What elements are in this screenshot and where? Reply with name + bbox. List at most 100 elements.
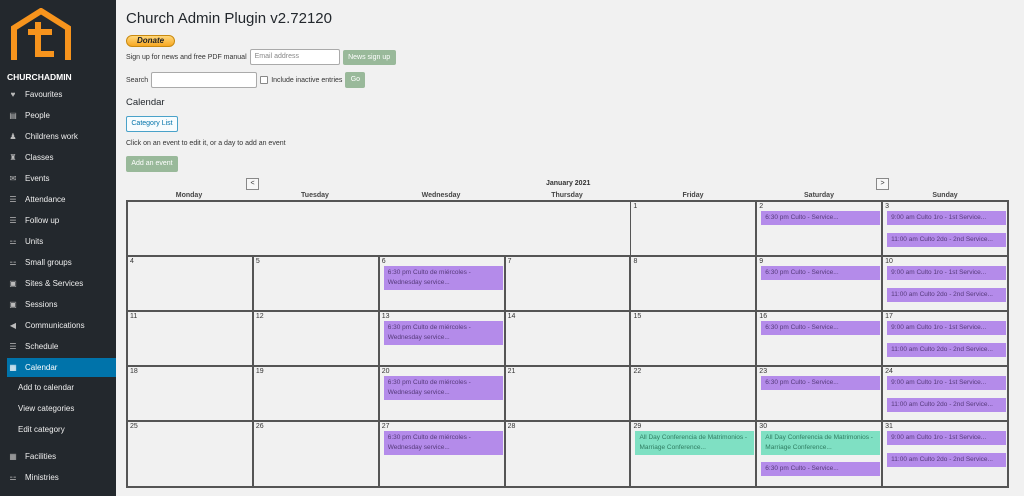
sidebar-item-favourites[interactable]: ♥ Favourites bbox=[0, 85, 116, 104]
calendar-day[interactable]: 17 9:00 am Culto 1ro - 1st Service... 11:0… bbox=[882, 311, 1009, 366]
calendar-day[interactable]: 2 6:30 pm Culto - Service... bbox=[756, 201, 883, 256]
calendar-day[interactable]: 20 6:30 pm Culto de miércoles - Wednesday… bbox=[378, 366, 505, 421]
search-input[interactable] bbox=[151, 72, 258, 88]
calendar-day[interactable]: 9 6:30 pm Culto - Service... bbox=[756, 256, 883, 311]
sidebar-item-sessions[interactable]: ▣ Sessions bbox=[0, 295, 116, 314]
calendar-event[interactable]: 6:30 pm Culto - Service... bbox=[761, 266, 881, 280]
next-month-button[interactable]: > bbox=[876, 178, 889, 190]
calendar-day[interactable]: 5 bbox=[252, 256, 379, 311]
day-number: 28 bbox=[507, 423, 516, 430]
calendar-day[interactable]: 10 9:00 am Culto 1ro - 1st Service... 11:0… bbox=[882, 256, 1009, 311]
sidebar-item-people[interactable]: ▤ People bbox=[0, 106, 116, 125]
calendar-day[interactable]: 15 bbox=[630, 311, 757, 366]
calendar-day[interactable]: 12 bbox=[252, 311, 379, 366]
calendar-event[interactable]: 11:00 am Culto 2do - 2nd Service... bbox=[887, 233, 1007, 247]
sidebar-item-label: Ministries bbox=[25, 473, 59, 482]
calendar-day[interactable]: 21 bbox=[504, 366, 631, 421]
calendar-day[interactable]: 14 bbox=[504, 311, 631, 366]
include-inactive-checkbox[interactable] bbox=[260, 76, 269, 84]
calendar-day[interactable]: 6 6:30 pm Culto de miércoles - Wednesday … bbox=[378, 256, 505, 311]
sidebar-item-label: Childrens work bbox=[25, 132, 78, 141]
calendar-event[interactable]: 6:30 pm Culto - Service... bbox=[761, 211, 881, 225]
calendar-event[interactable]: 9:00 am Culto 1ro - 1st Service... bbox=[887, 266, 1007, 280]
calendar-week: 1 2 6:30 pm Culto - Service... 3 9:00 am Cul… bbox=[127, 201, 1008, 256]
calendar-day[interactable]: 27 6:30 pm Culto de miércoles - Wednesday… bbox=[378, 421, 505, 487]
calendar-day[interactable]: 11 bbox=[127, 311, 253, 366]
calendar-event[interactable]: 9:00 am Culto 1ro - 1st Service... bbox=[887, 321, 1007, 335]
sidebar-item-events[interactable]: ✉ Events bbox=[0, 169, 116, 188]
calendar-day[interactable]: 30 All Day Conferencia de Matrimonios - M… bbox=[756, 421, 883, 487]
sidebar-item-label: Communications bbox=[25, 321, 85, 330]
list-icon: ☰ bbox=[9, 216, 17, 225]
day-number: 17 bbox=[885, 313, 893, 320]
sidebar-item-label: Calendar bbox=[25, 363, 58, 372]
sidebar-item-units[interactable]: ⚍ Units bbox=[0, 232, 116, 251]
day-header: Tuesday bbox=[301, 192, 329, 199]
calendar-day[interactable]: 19 bbox=[252, 366, 379, 421]
submenu-item[interactable]: View categories bbox=[18, 404, 75, 413]
sidebar-item-calendar[interactable]: ▦ Calendar bbox=[7, 358, 116, 377]
calendar-day[interactable]: 4 bbox=[127, 256, 253, 311]
sidebar-item-ministries[interactable]: ⚍ Ministries bbox=[0, 468, 116, 487]
calendar-day[interactable]: 25 bbox=[127, 421, 253, 487]
calendar-day[interactable]: 1 bbox=[630, 201, 757, 256]
submenu-item[interactable]: Edit category bbox=[18, 425, 65, 434]
sidebar-item-attendance[interactable]: ☰ Attendance bbox=[0, 190, 116, 209]
day-number: 12 bbox=[255, 313, 264, 320]
calendar-day[interactable]: 28 bbox=[504, 421, 631, 487]
sidebar-item-label: Schedule bbox=[25, 342, 59, 351]
calendar-event[interactable]: All Day Conferencia de Matrimonios - Mar… bbox=[635, 431, 755, 455]
calendar-event[interactable]: 11:00 am Culto 2do - 2nd Service... bbox=[887, 398, 1007, 412]
calendar-day[interactable]: 23 6:30 pm Culto - Service... bbox=[756, 366, 883, 421]
calendar-event[interactable]: All Day Conferencia de Matrimonios - Mar… bbox=[761, 431, 881, 455]
calendar-day[interactable]: 29 All Day Conferencia de Matrimonios - M… bbox=[630, 421, 757, 487]
news-signup-button[interactable]: News sign up bbox=[342, 49, 396, 65]
calendar-day[interactable]: 7 bbox=[504, 256, 631, 311]
category-list-button[interactable]: Category List bbox=[126, 116, 178, 132]
calendar-event[interactable]: 6:30 pm Culto de miércoles - Wednesday s… bbox=[383, 431, 503, 455]
calendar-day[interactable]: 22 bbox=[630, 366, 757, 421]
calendar-event[interactable]: 6:30 pm Culto - Service... bbox=[761, 321, 881, 335]
calendar-event[interactable]: 6:30 pm Culto - Service... bbox=[761, 376, 881, 390]
calendar-day[interactable]: 31 9:00 am Culto 1ro - 1st Service... 11:0… bbox=[882, 421, 1009, 487]
classes-icon: ♜ bbox=[9, 153, 17, 162]
submenu-item[interactable]: Add to calendar bbox=[18, 383, 75, 392]
sidebar-item-sites-services[interactable]: ▣ Sites & Services bbox=[0, 274, 116, 293]
prev-month-button[interactable]: < bbox=[246, 178, 259, 190]
add-event-button[interactable]: Add an event bbox=[126, 156, 178, 172]
day-number: 6 bbox=[381, 258, 386, 265]
sidebar-item-label: Attendance bbox=[25, 195, 66, 204]
calendar-day[interactable]: 3 9:00 am Culto 1ro - 1st Service... 11:00… bbox=[882, 201, 1008, 256]
calendar-day[interactable]: 16 6:30 pm Culto - Service... bbox=[756, 311, 883, 366]
calendar-event[interactable]: 6:30 pm Culto de miércoles - Wednesday s… bbox=[383, 266, 503, 290]
sidebar-item-follow-up[interactable]: ☰ Follow up bbox=[0, 211, 116, 230]
go-button[interactable]: Go bbox=[345, 72, 366, 88]
calendar-day[interactable]: 13 6:30 pm Culto de miércoles - Wednesday… bbox=[378, 311, 505, 366]
day-number: 23 bbox=[759, 368, 768, 375]
calendar-day[interactable]: 8 bbox=[630, 256, 757, 311]
calendar-icon: ▦ bbox=[9, 452, 17, 461]
sidebar-item-small-groups[interactable]: ⚍ Small groups bbox=[0, 253, 116, 272]
sidebar-item-communications[interactable]: ◀ Communications bbox=[0, 316, 116, 335]
calendar-event[interactable]: 6:30 pm Culto - Service... bbox=[761, 462, 881, 476]
day-number: 16 bbox=[759, 313, 768, 320]
calendar-event[interactable]: 6:30 pm Culto de miércoles - Wednesday s… bbox=[383, 376, 503, 400]
calendar-event[interactable]: 9:00 am Culto 1ro - 1st Service... bbox=[887, 376, 1007, 390]
calendar-event[interactable]: 11:00 am Culto 2do - 2nd Service... bbox=[887, 288, 1007, 302]
calendar-day[interactable]: 26 bbox=[252, 421, 379, 487]
day-number: 13 bbox=[381, 313, 390, 320]
sidebar-item-schedule[interactable]: ☰ Schedule bbox=[0, 337, 116, 356]
calendar-event[interactable]: 9:00 am Culto 1ro - 1st Service... bbox=[887, 431, 1007, 445]
sidebar-item-facilities[interactable]: ▦ Facilities bbox=[0, 447, 116, 466]
day-number: 11 bbox=[130, 313, 138, 320]
donate-button[interactable]: Donate bbox=[126, 35, 175, 47]
calendar-event[interactable]: 6:30 pm Culto de miércoles - Wednesday s… bbox=[383, 321, 503, 345]
calendar-day[interactable]: 18 bbox=[127, 366, 253, 421]
calendar-day[interactable]: 24 9:00 am Culto 1ro - 1st Service... 11:0… bbox=[882, 366, 1009, 421]
calendar-event[interactable]: 11:00 am Culto 2do - 2nd Service... bbox=[887, 343, 1007, 357]
sidebar-item-childrens-work[interactable]: ♟ Childrens work bbox=[0, 127, 116, 146]
calendar-event[interactable]: 11:00 am Culto 2do - 2nd Service... bbox=[887, 453, 1007, 467]
sidebar-item-classes[interactable]: ♜ Classes bbox=[0, 148, 116, 167]
email-input[interactable]: Email address bbox=[249, 49, 340, 65]
calendar-event[interactable]: 9:00 am Culto 1ro - 1st Service... bbox=[887, 211, 1007, 225]
